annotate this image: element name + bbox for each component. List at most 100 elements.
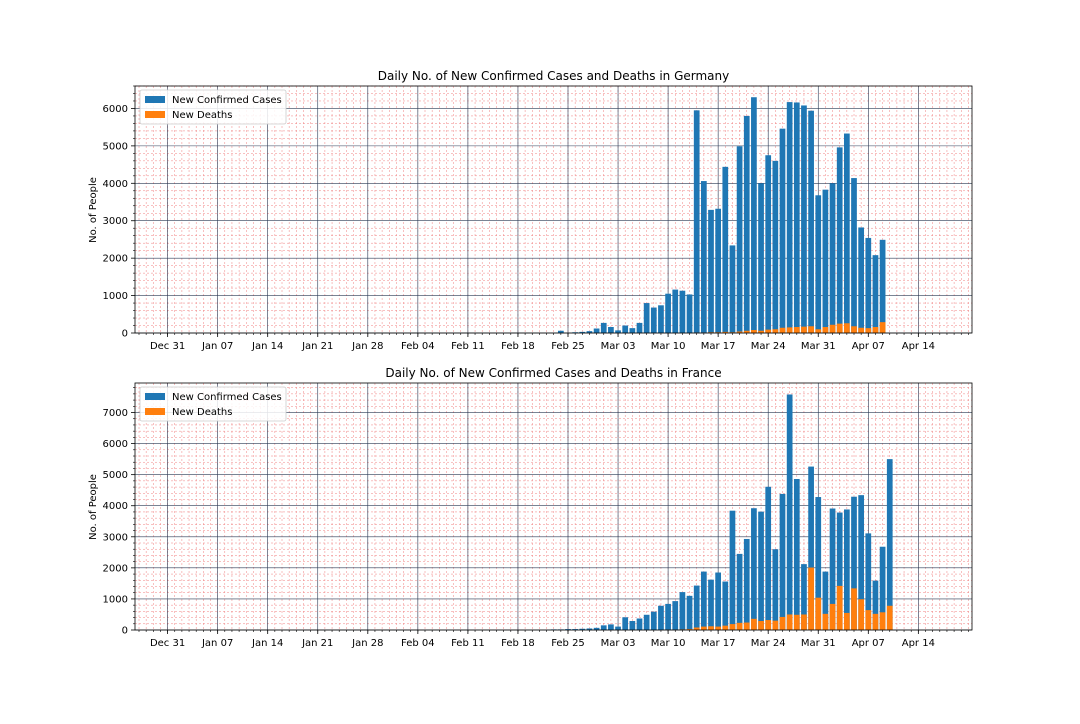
- cases-bar: [730, 245, 736, 333]
- cases-bar: [794, 479, 800, 630]
- x-tick-label: Jan 07: [201, 341, 233, 352]
- deaths-bar: [780, 328, 786, 333]
- cases-bar: [680, 291, 686, 333]
- deaths-bar: [873, 327, 879, 333]
- y-tick-label: 4000: [103, 501, 128, 512]
- cases-bar: [687, 294, 693, 333]
- deaths-bar: [808, 568, 814, 630]
- deaths-bar: [858, 328, 864, 333]
- y-tick-label: 1000: [103, 594, 128, 605]
- x-tick-label: Dec 31: [150, 638, 185, 649]
- legend-label-cases: New Confirmed Cases: [172, 95, 282, 106]
- y-axis-label: No. of People: [88, 177, 99, 243]
- deaths-bar: [880, 612, 886, 630]
- y-tick-label: 0: [122, 626, 128, 637]
- cases-bar: [751, 508, 757, 630]
- x-tick-label: Feb 04: [401, 341, 435, 352]
- chart-title: Daily No. of New Confirmed Cases and Dea…: [378, 69, 729, 83]
- x-tick-label: Mar 31: [801, 341, 836, 352]
- x-tick-label: Mar 24: [751, 341, 786, 352]
- cases-bar: [837, 147, 843, 333]
- cases-bar: [658, 606, 664, 630]
- y-tick-label: 5000: [103, 141, 128, 152]
- cases-bar: [708, 210, 714, 333]
- y-tick-label: 6000: [103, 439, 128, 450]
- cases-bar: [722, 582, 728, 630]
- deaths-bar: [787, 327, 793, 333]
- y-tick-label: 3000: [103, 216, 128, 227]
- deaths-bar: [873, 614, 879, 630]
- x-tick-label: Feb 04: [401, 638, 435, 649]
- cases-bar: [794, 102, 800, 333]
- cases-bar: [672, 601, 678, 630]
- cases-bar: [808, 111, 814, 333]
- x-tick-label: Jan 21: [301, 638, 333, 649]
- cases-bar: [644, 303, 650, 333]
- cases-bar: [722, 167, 728, 333]
- legend-swatch-cases: [145, 96, 165, 103]
- cases-bar: [629, 621, 635, 630]
- cases-bar: [744, 539, 750, 630]
- cases-bar: [737, 554, 743, 630]
- x-tick-label: Jan 21: [301, 341, 333, 352]
- deaths-bar: [887, 606, 893, 630]
- cases-bar: [730, 511, 736, 630]
- legend-swatch-cases: [145, 393, 165, 400]
- x-tick-label: Apr 07: [852, 341, 885, 352]
- x-tick-label: Apr 14: [902, 638, 935, 649]
- x-tick-label: Feb 11: [451, 638, 485, 649]
- deaths-bar: [772, 621, 778, 630]
- x-tick-label: Mar 03: [601, 638, 636, 649]
- x-tick-label: Dec 31: [150, 341, 185, 352]
- deaths-bar: [751, 330, 757, 333]
- cases-bar: [715, 573, 721, 630]
- x-tick-label: Jan 14: [251, 341, 283, 352]
- x-tick-label: Feb 18: [501, 638, 535, 649]
- cases-bar: [601, 625, 607, 630]
- cases-bar: [680, 592, 686, 630]
- deaths-bar: [865, 610, 871, 630]
- deaths-bar: [801, 327, 807, 333]
- cases-bar: [858, 227, 864, 333]
- legend-swatch-deaths: [145, 111, 165, 118]
- cases-bar: [622, 617, 628, 630]
- deaths-bar: [787, 614, 793, 630]
- deaths-bar: [837, 324, 843, 333]
- cases-bar: [637, 323, 643, 333]
- cases-bar: [744, 116, 750, 333]
- legend-label-cases: New Confirmed Cases: [172, 392, 282, 403]
- cases-bar: [772, 161, 778, 333]
- cases-bar: [851, 178, 857, 333]
- y-tick-label: 2000: [103, 254, 128, 265]
- x-tick-label: Mar 31: [801, 638, 836, 649]
- deaths-bar: [815, 598, 821, 630]
- cases-bar: [815, 195, 821, 333]
- cases-bar: [844, 509, 850, 630]
- cases-bar: [644, 615, 650, 630]
- cases-bar: [701, 572, 707, 630]
- x-tick-label: Jan 07: [201, 638, 233, 649]
- deaths-bar: [765, 330, 771, 333]
- deaths-bar: [851, 326, 857, 333]
- cases-bar: [665, 294, 671, 333]
- deaths-bar: [815, 329, 821, 333]
- cases-bar: [701, 181, 707, 333]
- cases-bar: [708, 580, 714, 630]
- cases-bar: [873, 255, 879, 333]
- legend-label-deaths: New Deaths: [172, 110, 232, 121]
- x-tick-label: Mar 17: [701, 638, 736, 649]
- y-tick-label: 0: [122, 329, 128, 340]
- x-tick-label: Mar 10: [651, 341, 686, 352]
- cases-bar: [715, 209, 721, 333]
- deaths-bar: [730, 624, 736, 630]
- x-tick-label: Feb 11: [451, 341, 485, 352]
- y-tick-label: 3000: [103, 532, 128, 543]
- deaths-bar: [701, 627, 707, 630]
- y-tick-label: 2000: [103, 563, 128, 574]
- cases-bar: [880, 240, 886, 333]
- legend: New Confirmed Cases New Deaths: [140, 90, 286, 124]
- x-tick-label: Mar 17: [701, 341, 736, 352]
